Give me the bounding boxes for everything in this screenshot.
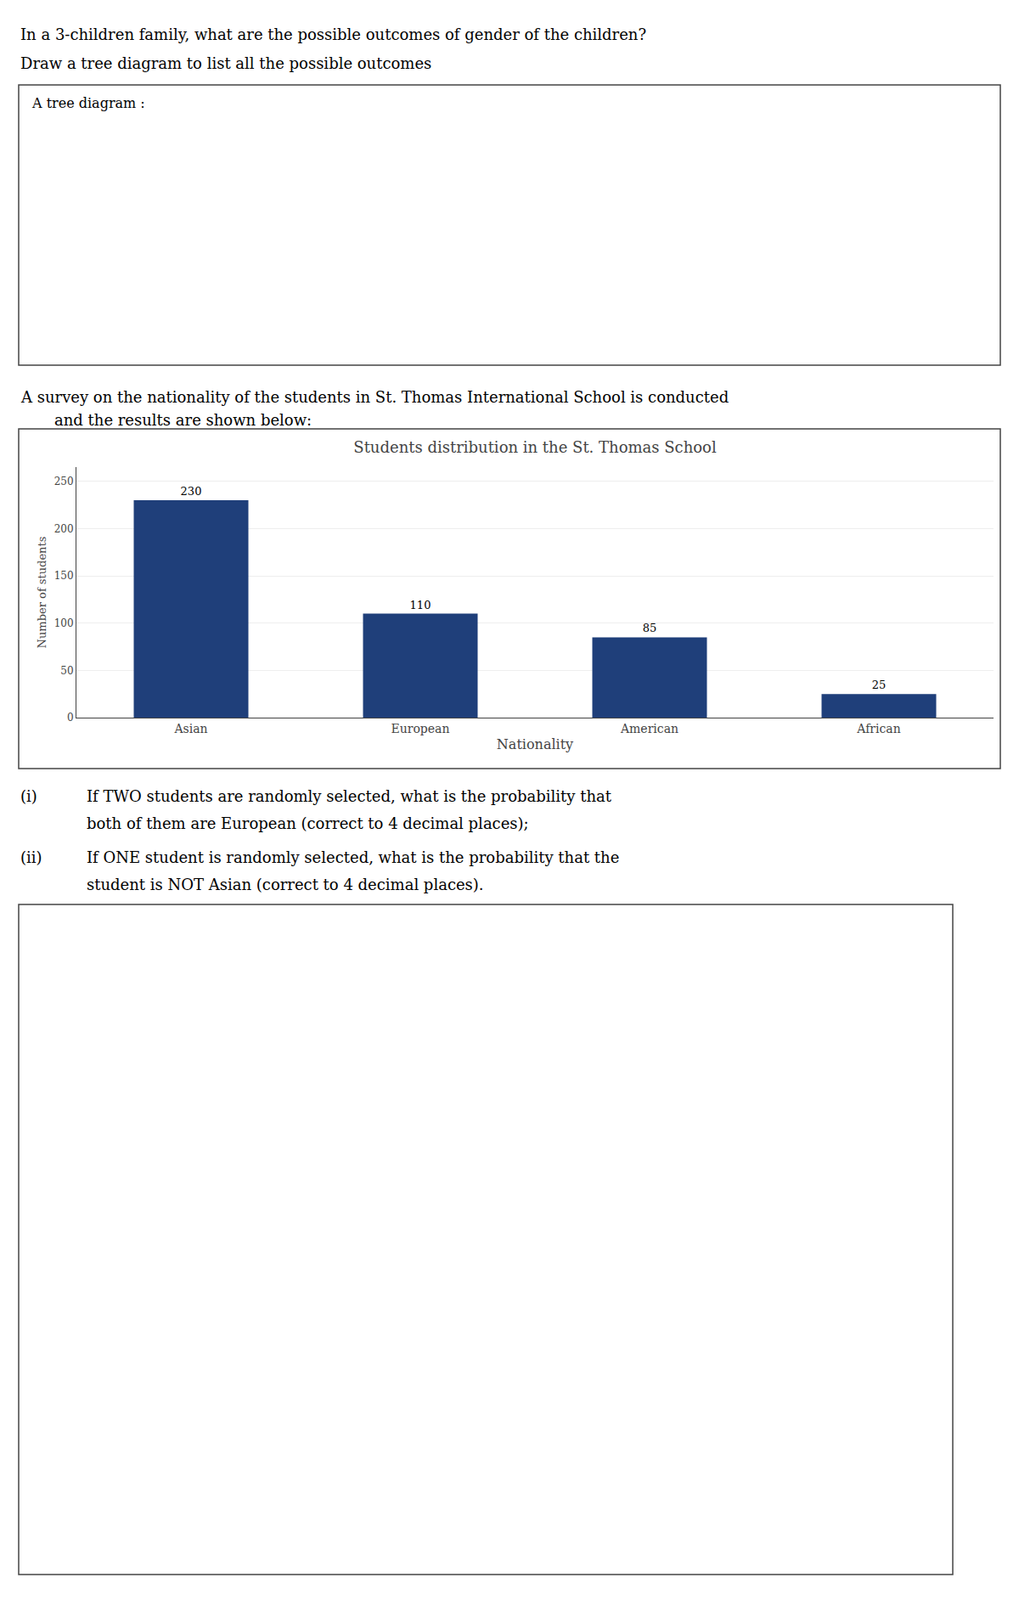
- svg-text:100: 100: [54, 617, 74, 630]
- svg-text:(ii): (ii): [20, 848, 43, 867]
- svg-text:Nationality: Nationality: [496, 736, 574, 753]
- svg-text:If TWO students are randomly s: If TWO students are randomly selected, w…: [86, 787, 613, 806]
- svg-text:Students distribution in the S: Students distribution in the St. Thomas …: [353, 438, 717, 457]
- svg-text:Draw a tree diagram to list al: Draw a tree diagram to list all the poss…: [20, 54, 432, 73]
- svg-text:250: 250: [54, 475, 74, 488]
- svg-text:200: 200: [54, 523, 74, 535]
- svg-text:230: 230: [180, 484, 203, 498]
- svg-text:European: European: [391, 721, 451, 736]
- svg-text:(i): (i): [20, 787, 38, 806]
- svg-text:25: 25: [872, 678, 887, 692]
- svg-text:A survey on the nationality of: A survey on the nationality of the stude…: [20, 388, 729, 406]
- svg-text:Number of students: Number of students: [35, 536, 49, 649]
- svg-text:50: 50: [60, 664, 74, 677]
- svg-text:student is NOT Asian (correct: student is NOT Asian (correct to 4 decim…: [86, 875, 485, 894]
- svg-text:American: American: [619, 721, 679, 736]
- svg-text:150: 150: [54, 569, 74, 582]
- svg-text:In a 3-children family, what a: In a 3-children family, what are the pos…: [20, 25, 647, 44]
- svg-text:both of them are European (cor: both of them are European (correct to 4 …: [86, 814, 530, 833]
- svg-text:A tree diagram :: A tree diagram :: [31, 95, 146, 112]
- svg-text:and the results are shown belo: and the results are shown below:: [54, 410, 312, 429]
- svg-text:Asian: Asian: [173, 721, 208, 736]
- svg-text:110: 110: [410, 598, 432, 612]
- svg-text:85: 85: [642, 621, 658, 635]
- svg-text:0: 0: [67, 711, 74, 724]
- svg-text:If ONE student is randomly sel: If ONE student is randomly selected, wha…: [86, 848, 620, 867]
- svg-text:African: African: [855, 721, 901, 736]
